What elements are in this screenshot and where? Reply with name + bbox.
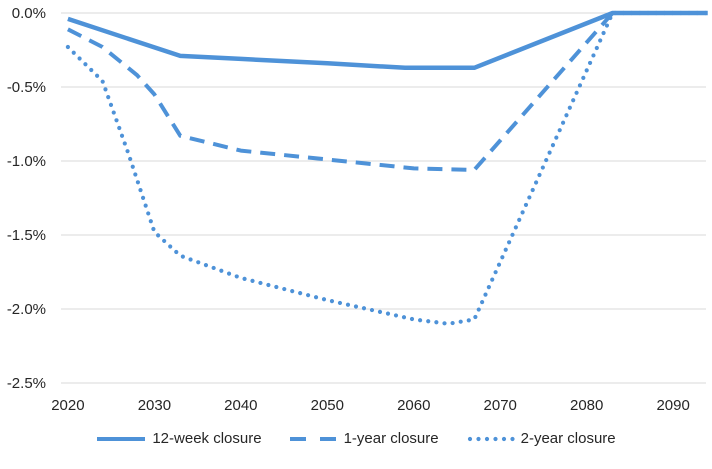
y-axis-tick-label: -0.5% <box>7 79 46 96</box>
chart-plot-area: 0.0% -0.5% -1.0% -1.5% -2.0% -2.5% 2020 2030 204… <box>7 5 710 414</box>
x-axis-tick-label: 2080 <box>570 397 603 414</box>
series-line-dashed-1-year-closure <box>66 11 708 172</box>
x-axis-tick-label: 2050 <box>311 397 344 414</box>
x-axis-tick-label: 2090 <box>656 397 689 414</box>
dashed-line-key-icon <box>289 436 338 441</box>
legend-item-12-week-closure: 12-week closure <box>96 430 262 447</box>
chart-plot-wrap: 0.0% -0.5% -1.0% -1.5% -2.0% -2.5% 2020 2030 204… <box>7 5 710 414</box>
solid-line-key-icon <box>97 436 146 441</box>
x-axis-tick-label: 2030 <box>138 397 171 414</box>
y-axis-tick-label: -1.0% <box>7 153 46 170</box>
y-axis-tick-label: -2.0% <box>7 301 46 318</box>
x-axis-tick-label: 2060 <box>397 397 430 414</box>
chart-legend: 12-week closure 1-year closure 2-year cl… <box>0 430 712 447</box>
legend-item-2-year-closure: 2-year closure <box>467 430 616 447</box>
y-axis-tick-label: -2.5% <box>7 375 46 392</box>
legend-label: 12-week closure <box>152 430 262 447</box>
y-axis-tick-label: 0.0% <box>12 5 46 22</box>
series-line-dotted-2-year-closure <box>65 10 710 326</box>
x-axis-tick-label: 2070 <box>484 397 517 414</box>
y-axis-tick-label: -1.5% <box>7 227 46 244</box>
legend-label: 2-year closure <box>520 430 616 447</box>
legend-label: 1-year closure <box>343 430 439 447</box>
dotted-line-key-icon <box>467 436 515 441</box>
series-line-solid-12-week-closure <box>67 10 708 71</box>
x-axis-tick-label: 2040 <box>224 397 257 414</box>
x-axis-tick-label: 2020 <box>51 397 84 414</box>
legend-item-1-year-closure: 1-year closure <box>289 430 439 447</box>
